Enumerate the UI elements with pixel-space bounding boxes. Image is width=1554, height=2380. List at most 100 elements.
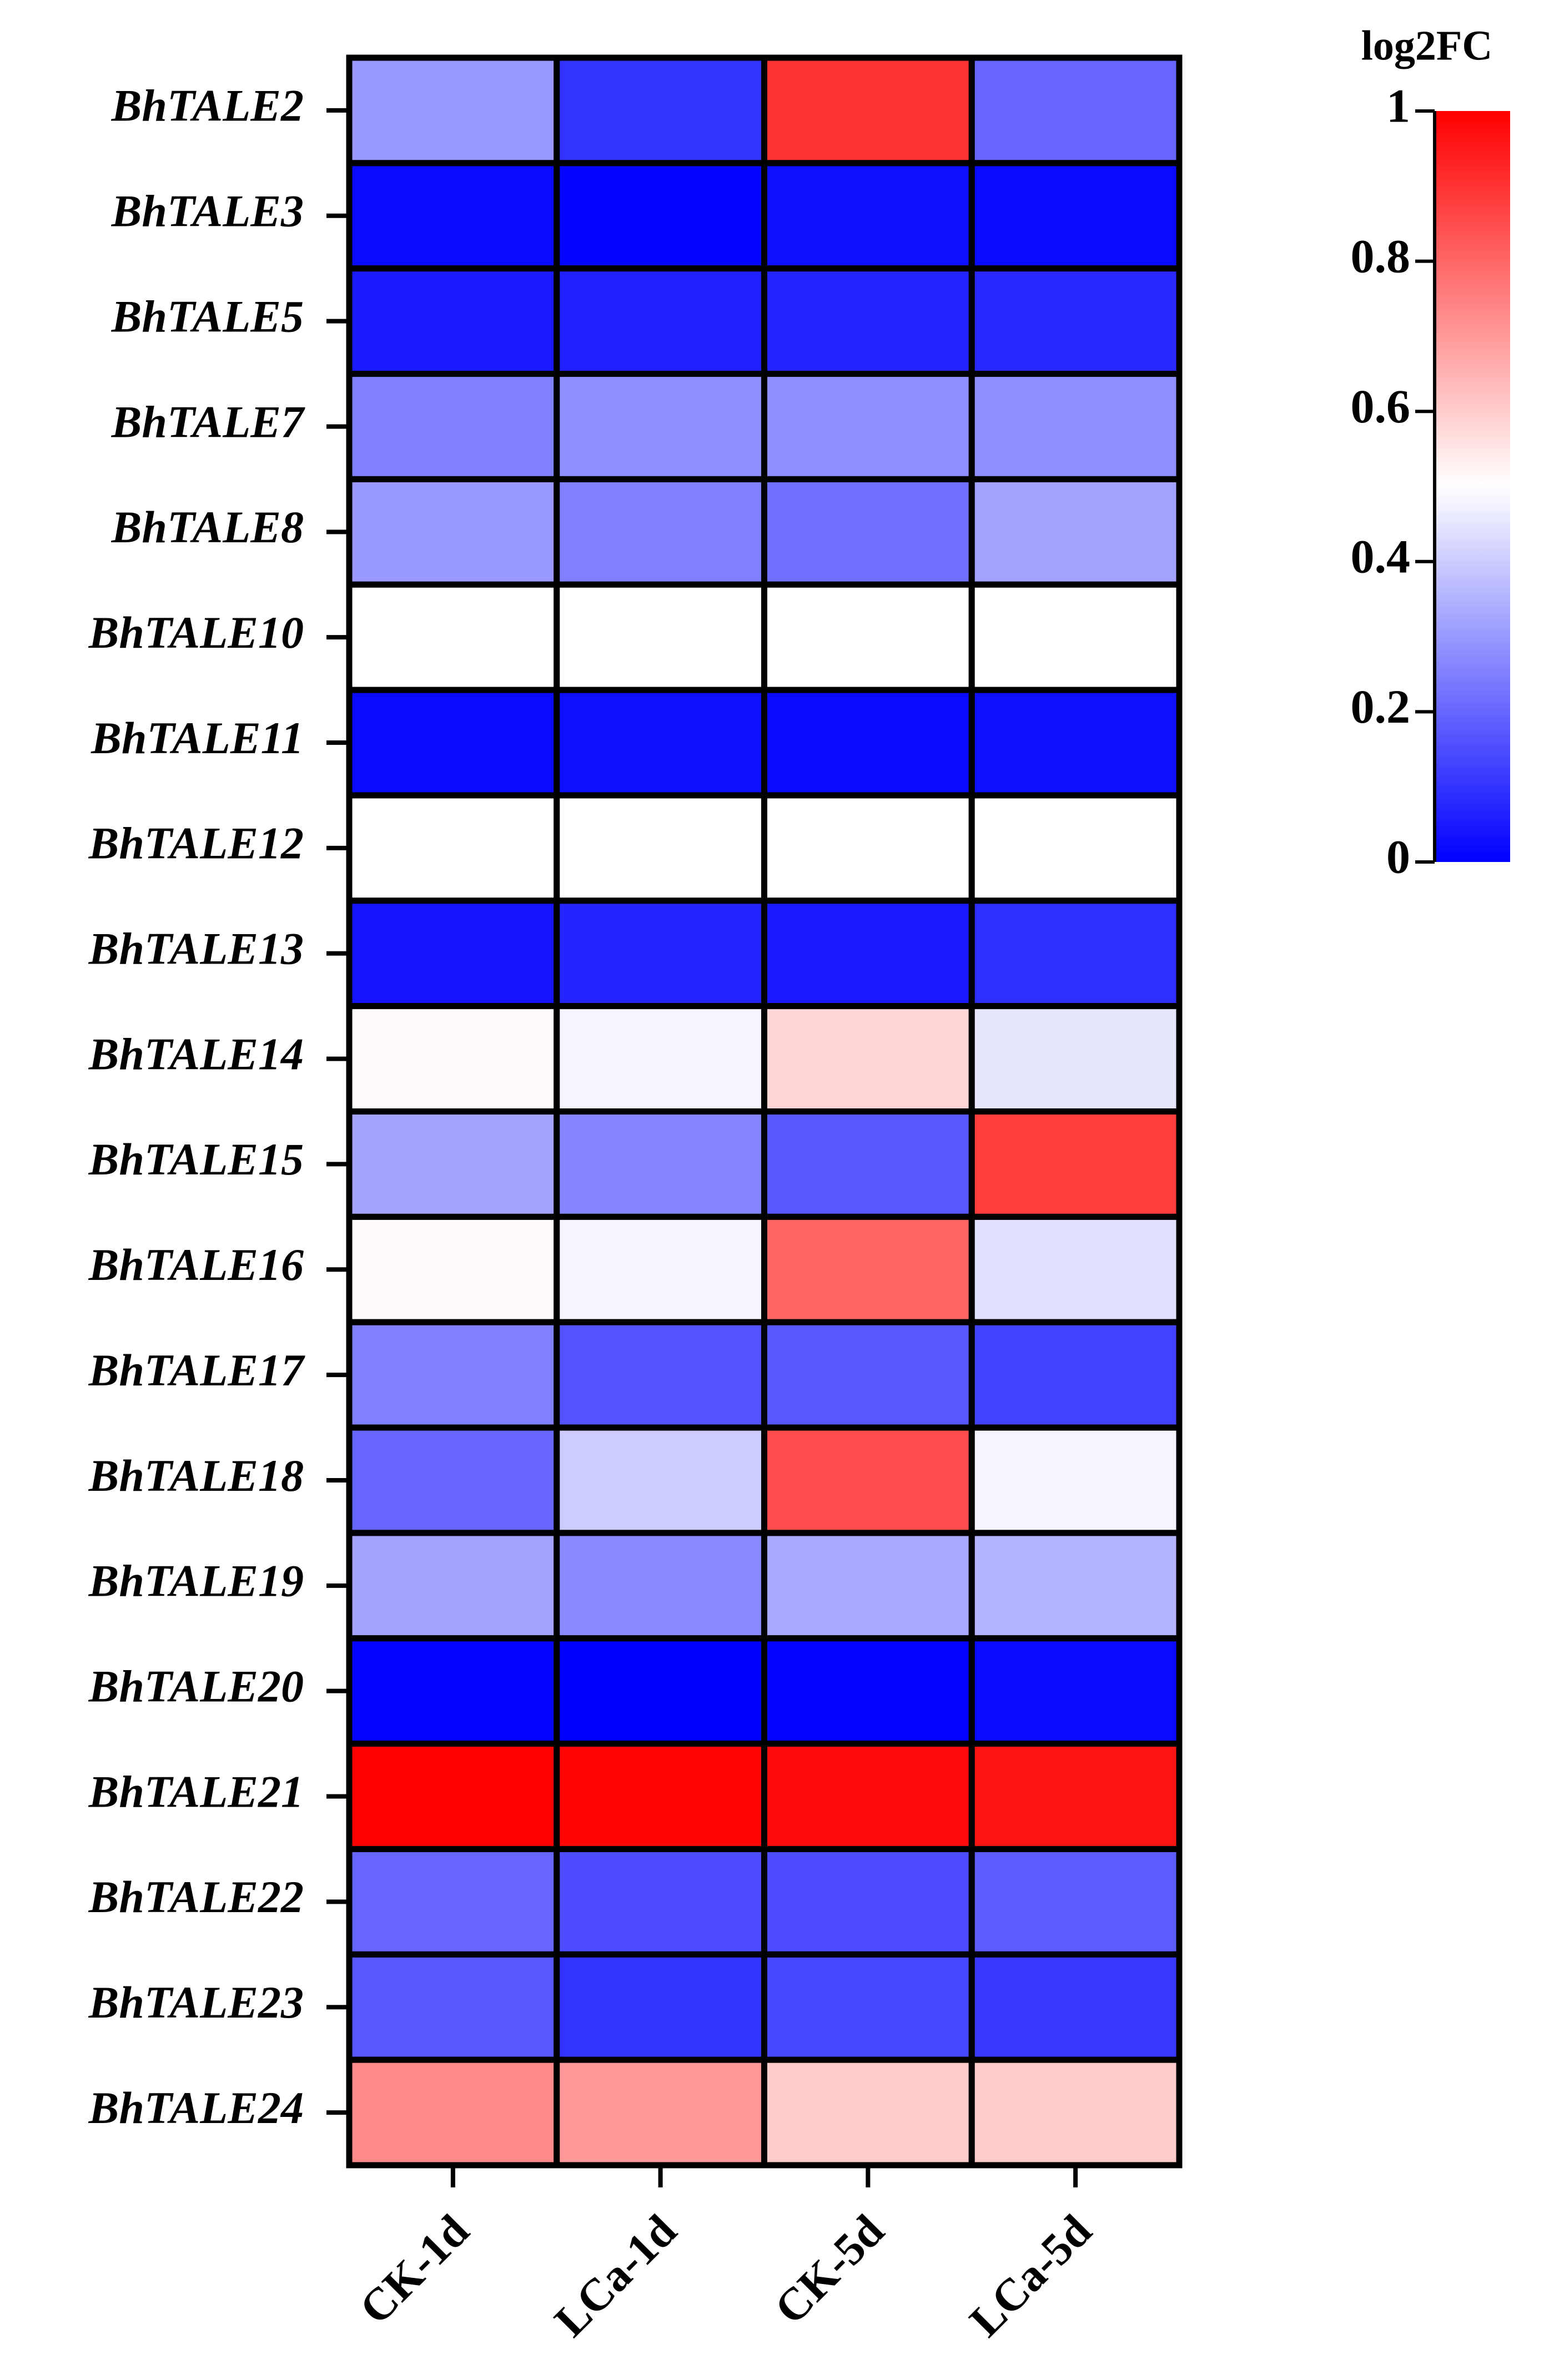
- colorbar-tick-label: 0.2: [1351, 680, 1411, 733]
- heat-cell: [554, 1003, 767, 1115]
- heat-cell: [968, 476, 1183, 588]
- heat-cell: [968, 265, 1183, 377]
- heat-cell: [761, 1530, 975, 1642]
- heat-cell: [554, 371, 767, 482]
- row-label: BhTALE11: [90, 713, 304, 763]
- heat-cell: [554, 1530, 767, 1642]
- column-label: LCa-1d: [545, 2205, 686, 2346]
- heat-cell: [346, 1741, 560, 1852]
- row-label: BhTALE16: [88, 1239, 304, 1290]
- row-label: BhTALE10: [88, 607, 304, 658]
- heat-cell: [346, 265, 560, 377]
- heat-cell: [554, 1319, 767, 1431]
- heat-cell: [761, 1424, 975, 1536]
- heat-cell: [554, 1424, 767, 1536]
- heat-cell: [346, 1424, 560, 1536]
- row-label: BhTALE21: [88, 1766, 304, 1817]
- heat-cell: [346, 54, 560, 167]
- heat-cell: [346, 1951, 560, 2063]
- heat-cell: [761, 1741, 975, 1852]
- heat-cell: [968, 54, 1183, 167]
- column-label: CK-5d: [765, 2205, 894, 2334]
- heat-cell: [554, 1213, 767, 1325]
- heat-cell: [761, 476, 975, 588]
- heat-cell: [968, 897, 1183, 1010]
- heat-cell: [761, 265, 975, 377]
- heat-cell: [761, 1108, 975, 1220]
- row-label: BhTALE2: [111, 80, 304, 131]
- heat-cell: [761, 54, 975, 167]
- heat-cell: [968, 1530, 1183, 1642]
- heat-cell: [554, 265, 767, 377]
- heat-cell: [554, 581, 767, 693]
- row-label: BhTALE18: [88, 1450, 304, 1501]
- row-label: BhTALE14: [88, 1028, 304, 1079]
- heat-cell: [761, 1213, 975, 1325]
- heat-cell: [346, 1635, 560, 1747]
- heat-cell: [346, 897, 560, 1010]
- heat-cell: [968, 1635, 1183, 1747]
- row-label: BhTALE13: [88, 924, 304, 974]
- heat-cell: [346, 1845, 560, 1958]
- heat-cell: [346, 581, 560, 693]
- row-label: BhTALE8: [111, 502, 304, 552]
- heat-cell: [968, 1319, 1183, 1431]
- colorbar-tick-label: 1: [1386, 79, 1410, 133]
- heat-cell: [968, 1845, 1183, 1958]
- colorbar-tick-label: 0: [1386, 830, 1410, 884]
- heat-cell: [968, 1951, 1183, 2063]
- heat-cell: [346, 1530, 560, 1642]
- row-label: BhTALE3: [111, 186, 304, 236]
- heat-cell: [346, 371, 560, 482]
- heat-cell: [761, 1635, 975, 1747]
- heat-cell: [968, 581, 1183, 693]
- heat-cell: [761, 1951, 975, 2063]
- row-label: BhTALE24: [88, 2082, 304, 2133]
- heat-cell: [761, 160, 975, 272]
- heat-cell: [554, 792, 767, 904]
- heat-cell: [968, 1424, 1183, 1536]
- heat-cell: [761, 1845, 975, 1958]
- heat-cell: [968, 1213, 1183, 1325]
- row-label: BhTALE15: [88, 1134, 304, 1184]
- heat-cell: [968, 371, 1183, 482]
- heat-cell: [968, 687, 1183, 799]
- heat-cell: [761, 792, 975, 904]
- heat-cell: [346, 687, 560, 799]
- heat-cell: [761, 581, 975, 693]
- row-label: BhTALE19: [88, 1556, 304, 1606]
- colorbar-tick-label: 0.8: [1351, 229, 1411, 283]
- heat-cell: [346, 1003, 560, 1115]
- heat-cell: [968, 1741, 1183, 1852]
- colorbar-tick-label: 0.6: [1351, 380, 1411, 433]
- heat-cell: [346, 2056, 560, 2169]
- heat-cell: [346, 1213, 560, 1325]
- heat-cell: [761, 2056, 975, 2169]
- heat-cell: [968, 1108, 1183, 1220]
- heat-cell: [554, 160, 767, 272]
- heat-cell: [554, 897, 767, 1010]
- heat-cell: [554, 687, 767, 799]
- row-label: BhTALE17: [88, 1345, 305, 1395]
- heat-cell: [554, 1951, 767, 2063]
- row-label: BhTALE12: [88, 818, 304, 869]
- heat-cell: [554, 2056, 767, 2169]
- heat-cell: [346, 160, 560, 272]
- row-label: BhTALE7: [111, 396, 305, 447]
- heat-cell: [554, 1635, 767, 1747]
- heat-cell: [554, 1108, 767, 1220]
- heat-cell: [554, 1845, 767, 1958]
- heat-cell: [761, 897, 975, 1010]
- colorbar-title: log2FC: [1361, 22, 1492, 69]
- heat-cell: [761, 1003, 975, 1115]
- heat-cell: [968, 160, 1183, 272]
- column-label: CK-1d: [350, 2205, 479, 2334]
- colorbar: [1435, 111, 1510, 862]
- column-label: LCa-5d: [960, 2205, 1101, 2346]
- heat-cell: [346, 1108, 560, 1220]
- heat-cell: [346, 1319, 560, 1431]
- row-label: BhTALE22: [88, 1872, 304, 1922]
- heat-cell: [968, 1003, 1183, 1115]
- heat-cell: [968, 2056, 1183, 2169]
